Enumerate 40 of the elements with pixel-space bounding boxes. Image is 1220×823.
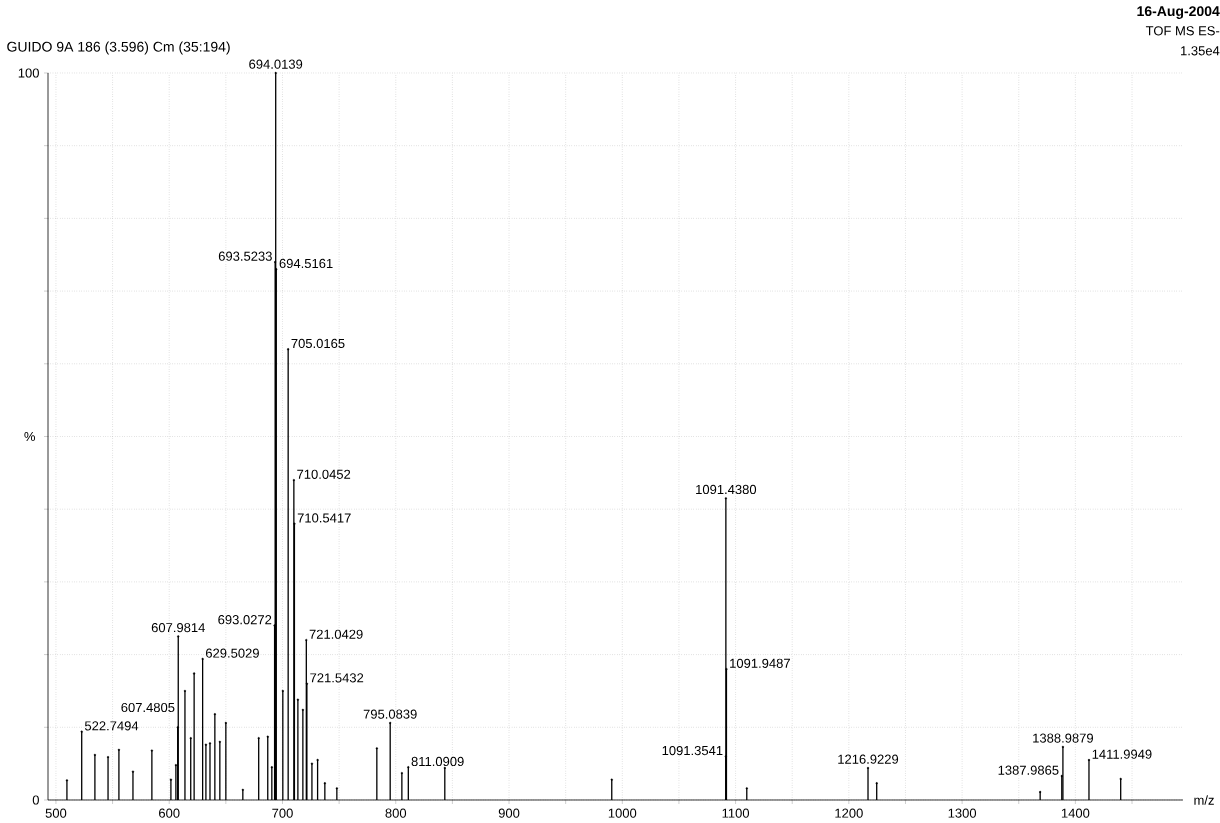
annotation: 1387.9865 — [998, 765, 1059, 775]
annotation: 694.0139 — [249, 59, 303, 69]
annotation: 693.5233 — [218, 251, 272, 261]
x-tick-label: 1100 — [722, 808, 750, 818]
annotation: 710.0452 — [297, 469, 351, 479]
text: TOF MS ES- — [1145, 26, 1220, 36]
y-tick-label: 0 — [32, 795, 39, 805]
annotation: 607.4805 — [121, 702, 175, 713]
annotation: 795.0839 — [363, 709, 417, 719]
y-tick-label: 100 — [18, 68, 39, 78]
x-tick-label: 500 — [45, 808, 67, 818]
x-tick-label: 1200 — [835, 808, 863, 818]
annotation: 1091.4380 — [696, 484, 757, 495]
annotation: 607.9814 — [151, 623, 205, 633]
annotation: 721.5432 — [310, 673, 364, 683]
x-tick-label: 900 — [498, 808, 520, 818]
annotation: 693.0272 — [218, 615, 272, 625]
y-axis-title: % — [24, 431, 36, 442]
chart-title: GUIDO 9A 186 (3.596) Cm (35:194) — [7, 41, 230, 55]
x-tick-label: 1400 — [1061, 808, 1090, 818]
x-tick-label: 1300 — [948, 808, 977, 818]
annotation: 1411.9949 — [1092, 749, 1152, 759]
x-tick-label: 600 — [159, 808, 180, 818]
annotation: 710.5417 — [297, 513, 351, 523]
x-tick-label: 1000 — [608, 808, 637, 818]
text: 1.35e4 — [1181, 46, 1220, 56]
annotation: 705.0165 — [291, 338, 345, 349]
annotation: 1216.9229 — [838, 754, 899, 764]
x-tick-label: 700 — [272, 808, 293, 818]
x-axis-title: m/z — [1194, 795, 1214, 805]
annotation: 522.7494 — [84, 721, 139, 731]
annotation: 1091.3541 — [662, 745, 723, 756]
x-tick-label: 800 — [385, 808, 407, 818]
annotation: 811.0909 — [411, 756, 464, 767]
annotation: 629.5029 — [205, 648, 259, 658]
annotation: 1388.9879 — [1033, 733, 1094, 743]
annotation: 1091.9487 — [730, 658, 790, 668]
text: 16-Aug-2004 — [1137, 6, 1220, 19]
annotation: 694.5161 — [279, 258, 333, 269]
annotation: 721.0429 — [309, 629, 363, 639]
